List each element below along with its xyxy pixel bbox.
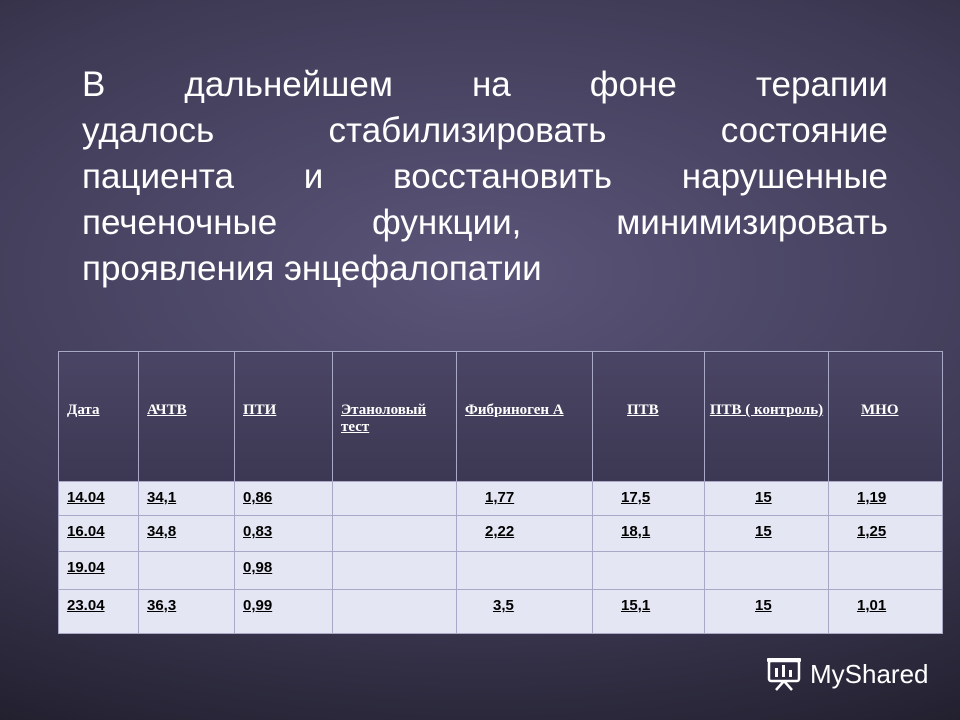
header-achtv: АЧТВ (139, 352, 235, 482)
header-fibrinogen: Фибриноген А (457, 352, 593, 482)
cell-achtv: 36,3 (139, 590, 235, 634)
cell-pti: 0,86 (235, 482, 333, 516)
cell-date: 14.04 (59, 482, 139, 516)
cell-fibrinogen: 1,77 (457, 482, 593, 516)
cell-date: 16.04 (59, 516, 139, 552)
cell-ptv: 15,1 (593, 590, 705, 634)
cell-ptv-control (705, 552, 829, 590)
heading-line: проявления энцефалопатии (82, 246, 888, 292)
cell-pti: 0,98 (235, 552, 333, 590)
cell-ethanol-test (333, 482, 457, 516)
header-pti: ПТИ (235, 352, 333, 482)
header-date: Дата (59, 352, 139, 482)
cell-fibrinogen (457, 552, 593, 590)
table-row: 23.04 36,3 0,99 3,5 15,1 15 1,01 (59, 590, 943, 634)
header-ptv-control: ПТВ ( контроль) (705, 352, 829, 482)
cell-date: 23.04 (59, 590, 139, 634)
header-ethanol-test: Этаноловый тест (333, 352, 457, 482)
table-row: 14.04 34,1 0,86 1,77 17,5 15 1,19 (59, 482, 943, 516)
cell-achtv: 34,1 (139, 482, 235, 516)
lab-results-table: Дата АЧТВ ПТИ Этаноловый тест Фибриноген… (58, 351, 943, 634)
header-ptv: ПТВ (593, 352, 705, 482)
cell-mno: 1,25 (829, 516, 943, 552)
slide-heading: В дальнейшем на фоне терапии удалось ста… (82, 62, 888, 292)
cell-pti: 0,83 (235, 516, 333, 552)
cell-mno: 1,19 (829, 482, 943, 516)
cell-ethanol-test (333, 516, 457, 552)
cell-mno: 1,01 (829, 590, 943, 634)
cell-ptv-control: 15 (705, 590, 829, 634)
cell-ptv: 18,1 (593, 516, 705, 552)
cell-ptv-control: 15 (705, 516, 829, 552)
heading-line: В дальнейшем на фоне терапии (82, 62, 888, 108)
heading-line: удалось стабилизировать состояние (82, 108, 888, 154)
cell-ethanol-test (333, 590, 457, 634)
heading-line: печеночные функции, минимизировать (82, 200, 888, 246)
cell-ptv (593, 552, 705, 590)
table-row: 19.04 0,98 (59, 552, 943, 590)
cell-achtv: 34,8 (139, 516, 235, 552)
heading-line: пациента и восстановить нарушенные (82, 154, 888, 200)
table-header-row: Дата АЧТВ ПТИ Этаноловый тест Фибриноген… (59, 352, 943, 482)
myshared-logo: MyShared (766, 656, 929, 692)
cell-ethanol-test (333, 552, 457, 590)
header-mno: МНО (829, 352, 943, 482)
cell-date: 19.04 (59, 552, 139, 590)
presentation-board-icon (766, 657, 802, 691)
cell-ptv-control: 15 (705, 482, 829, 516)
table-row: 16.04 34,8 0,83 2,22 18,1 15 1,25 (59, 516, 943, 552)
cell-ptv: 17,5 (593, 482, 705, 516)
logo-text: MyShared (810, 659, 929, 690)
cell-achtv (139, 552, 235, 590)
cell-fibrinogen: 2,22 (457, 516, 593, 552)
cell-fibrinogen: 3,5 (457, 590, 593, 634)
cell-mno (829, 552, 943, 590)
cell-pti: 0,99 (235, 590, 333, 634)
